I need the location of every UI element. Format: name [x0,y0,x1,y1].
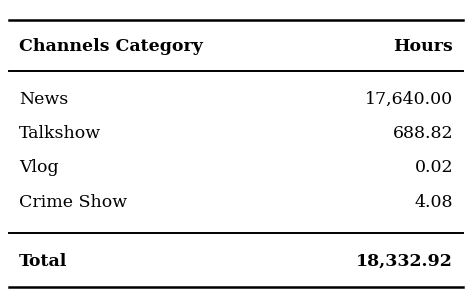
Text: 17,640.00: 17,640.00 [365,91,453,107]
Text: Channels Category: Channels Category [19,38,203,55]
Text: Crime Show: Crime Show [19,194,127,211]
Text: 4.08: 4.08 [414,194,453,211]
Text: Hours: Hours [393,38,453,55]
Text: Total: Total [19,253,67,269]
Text: 688.82: 688.82 [393,125,453,142]
Text: Vlog: Vlog [19,160,59,176]
Text: 0.02: 0.02 [414,160,453,176]
Text: 18,332.92: 18,332.92 [356,253,453,269]
Text: Talkshow: Talkshow [19,125,101,142]
Text: News: News [19,91,68,107]
